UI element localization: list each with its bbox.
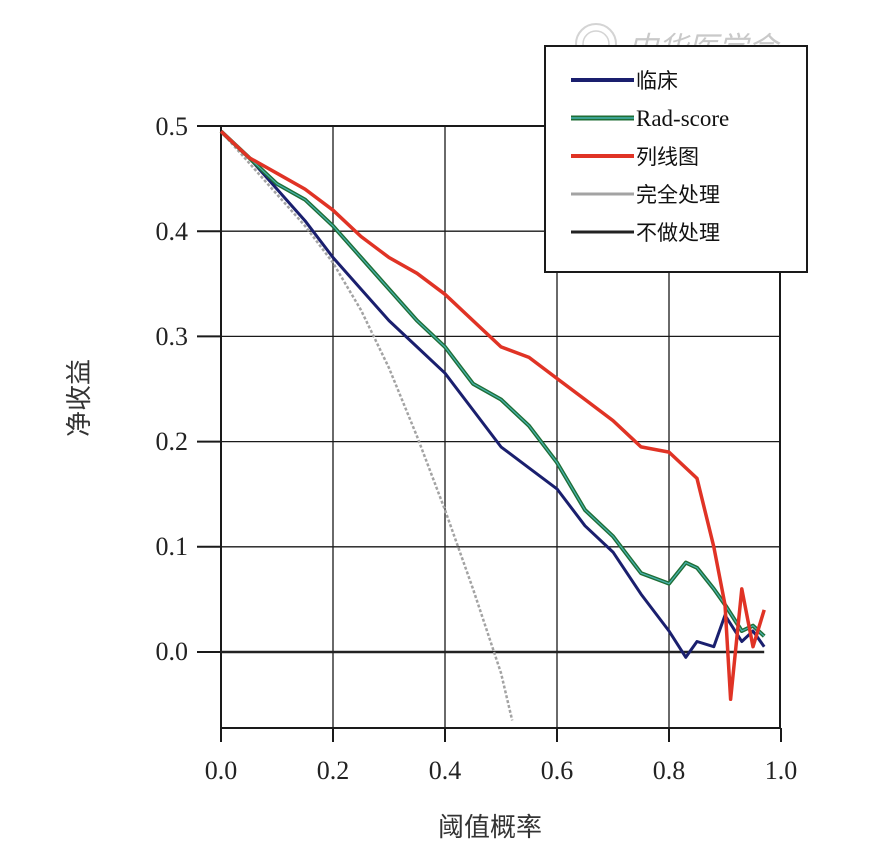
legend: 临床 Rad-score 列线图 完全处理 不做处理 [544,45,808,273]
legend-box [544,45,808,273]
legend-item-clinical: 临床 [571,69,678,93]
series-line-nomogram [219,130,766,702]
x-tick-label: 0.4 [429,756,462,785]
y-axis-tick-labels: 0.5 0.4 0.3 0.2 0.1 0.0 [156,112,189,666]
legend-item-treat-all: 完全处理 [571,183,720,207]
y-axis-title: 净收益 [65,359,95,437]
y-tick-label: 0.2 [156,427,189,456]
series-line-treat-all [220,130,514,721]
series-line-clinical [219,130,766,659]
series-line-rad-score-highlight [220,130,765,637]
plot-area [197,125,782,742]
y-tick-label: 0.0 [156,637,189,666]
legend-label: 完全处理 [636,183,720,207]
axis-ticks [197,125,782,742]
x-tick-label: 0.0 [205,756,238,785]
plot-frame [220,125,781,729]
y-tick-label: 0.5 [156,112,189,141]
x-axis-tick-labels: 0.0 0.2 0.4 0.6 0.8 1.0 [205,756,798,785]
series-lines [219,129,766,721]
legend-label: 列线图 [636,145,699,169]
y-tick-label: 0.1 [156,532,189,561]
x-tick-label: 0.6 [541,756,574,785]
legend-label: 不做处理 [636,221,720,245]
x-axis-title: 阈值概率 [438,813,542,843]
legend-item-nomogram: 列线图 [571,145,699,169]
legend-label: Rad-score [636,106,729,131]
legend-item-rad-score: Rad-score [571,106,729,131]
legend-item-treat-none: 不做处理 [571,221,720,245]
legend-label: 临床 [636,69,678,93]
y-tick-label: 0.3 [156,322,189,351]
x-tick-label: 1.0 [765,756,798,785]
y-tick-label: 0.4 [156,217,189,246]
x-tick-label: 0.2 [317,756,350,785]
x-tick-label: 0.8 [653,756,686,785]
